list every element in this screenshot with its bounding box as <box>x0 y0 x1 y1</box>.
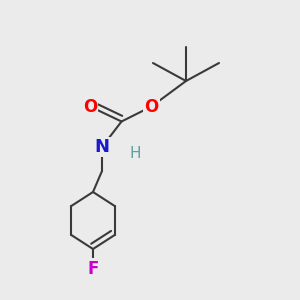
Text: F: F <box>87 260 99 278</box>
Text: O: O <box>144 98 159 116</box>
Text: H: H <box>129 146 141 160</box>
Text: N: N <box>94 138 110 156</box>
Text: O: O <box>83 98 97 116</box>
